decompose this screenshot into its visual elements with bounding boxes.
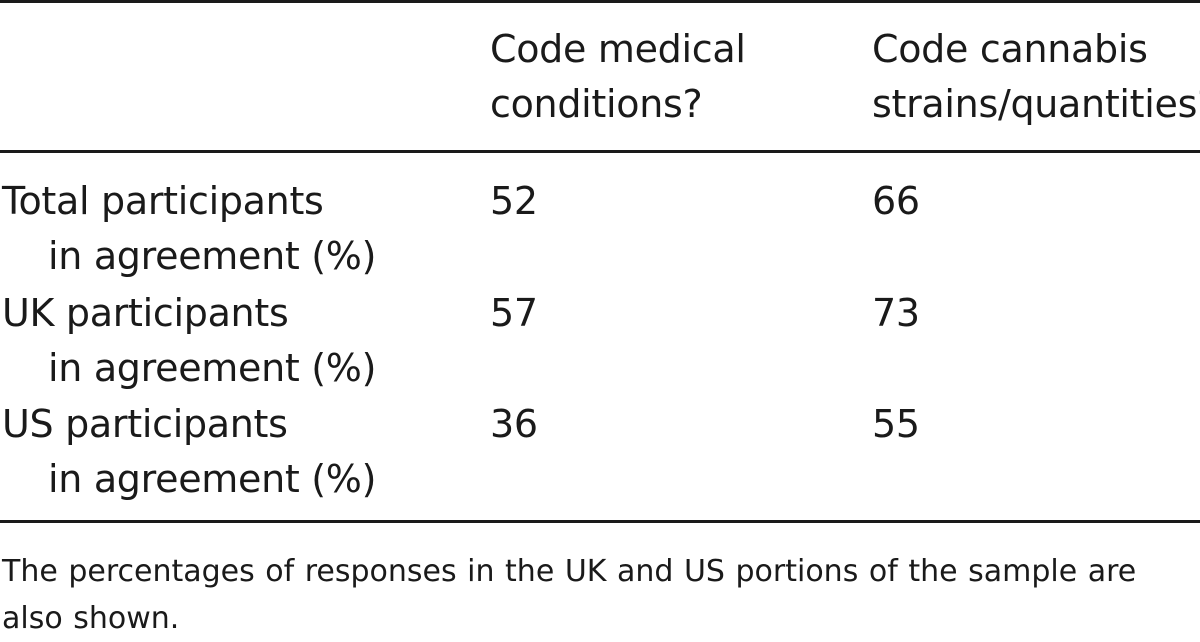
column-header-line: Code medical [490,27,746,71]
row-label-uk: UK participants in agreement (%) [2,286,376,396]
row-label-total: Total participants in agreement (%) [2,174,376,284]
row-label-us: US participants in agreement (%) [2,397,376,507]
column-header-medical-conditions: Code medical conditions? [490,22,746,132]
column-header-cannabis-strains: Code cannabis strains/quantities? [872,22,1200,132]
table-cell-total-medical: 52 [490,179,538,223]
table-bottom-rule [0,520,1200,523]
table-cell-us-cannabis: 55 [872,402,920,446]
table-cell-us-medical: 36 [490,402,538,446]
row-label-line: Total participants [2,179,324,223]
row-label-line: UK participants [2,291,289,335]
column-header-line: Code cannabis [872,27,1148,71]
column-header-line: conditions? [490,82,703,126]
table-cell-total-cannabis: 66 [872,179,920,223]
row-label-line: in agreement (%) [48,457,377,501]
table-cell-uk-cannabis: 73 [872,291,920,335]
table-footnote: The percentages of responses in the UK a… [2,554,1137,636]
row-label-line: in agreement (%) [48,346,377,390]
table-top-rule [0,0,1200,3]
table-header-rule [0,150,1200,153]
row-label-line: US participants [2,402,288,446]
column-header-line: strains/quantities? [872,82,1200,126]
row-label-line: in agreement (%) [48,234,377,278]
table-cell-uk-medical: 57 [490,291,538,335]
